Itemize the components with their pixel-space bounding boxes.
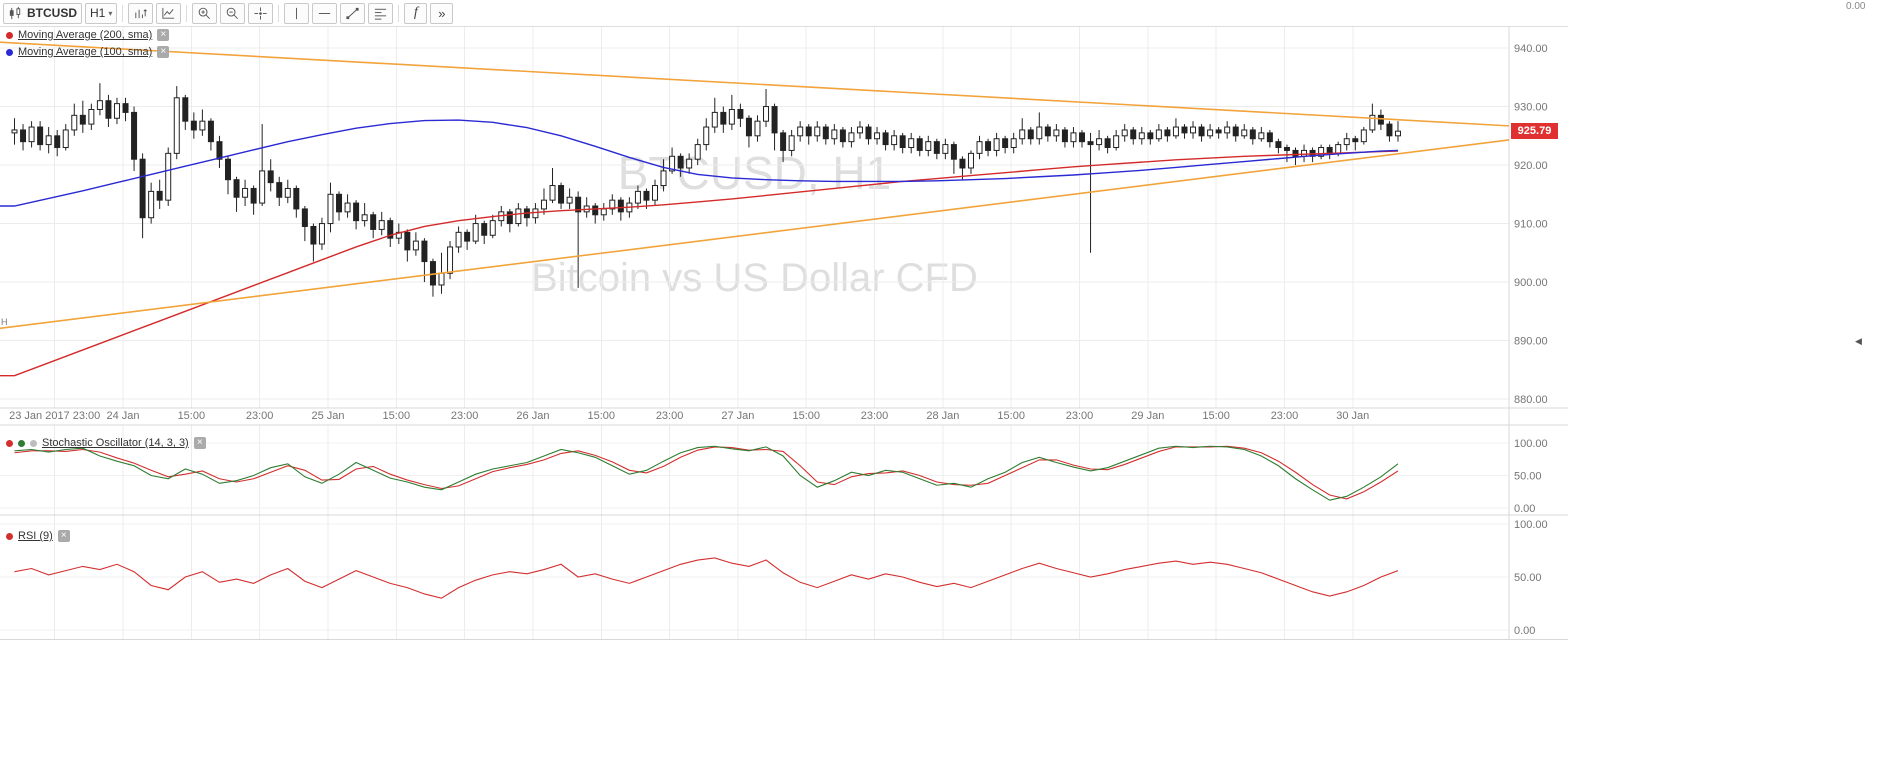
line-chart-icon xyxy=(162,7,175,19)
svg-text:27 Jan: 27 Jan xyxy=(721,410,754,422)
svg-text:23:00: 23:00 xyxy=(861,410,889,422)
rsi-legend[interactable]: RSI (9) × xyxy=(6,530,70,542)
ma200-close-button[interactable]: × xyxy=(157,29,170,41)
svg-text:50.00: 50.00 xyxy=(1514,572,1542,584)
fibonacci-tool-button[interactable] xyxy=(368,2,394,24)
upper-triangle-line xyxy=(0,41,1510,127)
svg-text:920.00: 920.00 xyxy=(1514,160,1548,172)
horizontal-line-icon xyxy=(319,12,331,14)
svg-text:15:00: 15:00 xyxy=(792,410,820,422)
last-price-tag: 925.79 xyxy=(1511,123,1558,140)
chevron-down-icon: ▾ xyxy=(108,8,113,18)
svg-text:100.00: 100.00 xyxy=(1514,519,1548,531)
svg-text:15:00: 15:00 xyxy=(587,410,615,422)
rsi-line xyxy=(14,557,1399,599)
toolbar-separator xyxy=(186,4,188,22)
stochastic-k-line xyxy=(14,445,1399,501)
stochastic-close-button[interactable]: × xyxy=(193,437,206,449)
symbol-label: BTCUSD xyxy=(27,6,77,20)
zoom-in-icon xyxy=(199,7,211,19)
svg-text:23:00: 23:00 xyxy=(1271,410,1299,422)
bar-chart-button[interactable] xyxy=(128,2,154,24)
ma100-line xyxy=(0,119,1399,207)
svg-text:15:00: 15:00 xyxy=(383,410,411,422)
more-tools-button[interactable]: » xyxy=(430,2,454,24)
stochastic-d-color-dot xyxy=(6,439,13,447)
horizontal-line-tool-button[interactable] xyxy=(312,2,338,24)
ma200-label[interactable]: Moving Average (200, sma) xyxy=(18,29,153,41)
zoom-out-icon xyxy=(227,7,239,19)
toolbar: BTCUSD H1 ▾ xyxy=(0,0,1568,27)
indicators-icon: f xyxy=(413,5,418,20)
svg-text:0.00: 0.00 xyxy=(1514,625,1535,637)
right-edge-marker-icon[interactable]: ◀ xyxy=(1855,336,1862,346)
svg-text:23:00: 23:00 xyxy=(1066,410,1094,422)
crosshair-button[interactable] xyxy=(248,2,274,24)
toolbar-separator xyxy=(398,4,400,22)
svg-text:23:00: 23:00 xyxy=(451,410,479,422)
svg-text:23:00: 23:00 xyxy=(246,410,274,422)
stochastic-k-color-dot xyxy=(18,439,25,447)
svg-text:29 Jan: 29 Jan xyxy=(1131,410,1164,422)
indicators-button[interactable]: f xyxy=(404,2,428,24)
svg-text:28 Jan: 28 Jan xyxy=(926,410,959,422)
svg-text:15:00: 15:00 xyxy=(178,410,206,422)
svg-text:930.00: 930.00 xyxy=(1514,102,1548,114)
trend-line-tool-button[interactable] xyxy=(340,2,366,24)
chart-canvas[interactable]: 940.00 930.00 920.00 910.00 900.00 890.00 880.… xyxy=(0,0,1568,640)
ma100-close-button[interactable]: × xyxy=(157,46,170,58)
zoom-in-button[interactable] xyxy=(192,2,218,24)
stochastic-d-line xyxy=(14,445,1399,500)
cropped-scale-label: 0.00 xyxy=(1846,1,1866,12)
crosshair-icon xyxy=(254,6,267,20)
toolbar-separator xyxy=(122,4,124,22)
svg-text:15:00: 15:00 xyxy=(997,410,1025,422)
rsi-label[interactable]: RSI (9) xyxy=(18,530,53,542)
left-edge-marker: H xyxy=(1,317,8,327)
rsi-close-button[interactable]: × xyxy=(57,530,70,542)
svg-text:910.00: 910.00 xyxy=(1514,219,1548,231)
rsi-color-dot xyxy=(6,532,13,540)
symbol-button[interactable]: BTCUSD xyxy=(3,2,82,24)
candles-layer xyxy=(11,83,1401,297)
svg-text:100.00: 100.00 xyxy=(1514,438,1548,450)
double-arrow-icon: » xyxy=(438,5,446,21)
timeframe-label: H1 xyxy=(90,6,106,20)
ma100-label[interactable]: Moving Average (100, sma) xyxy=(18,46,153,58)
svg-text:0.00: 0.00 xyxy=(1514,503,1535,515)
toolbar-separator xyxy=(278,4,280,22)
lower-triangle-line xyxy=(0,139,1510,330)
svg-text:50.00: 50.00 xyxy=(1514,471,1542,483)
line-chart-button[interactable] xyxy=(156,2,182,24)
svg-text:890.00: 890.00 xyxy=(1514,336,1548,348)
svg-text:15:00: 15:00 xyxy=(1202,410,1230,422)
chart-widget: BTCUSD H1 ▾ xyxy=(0,0,1568,640)
bar-chart-icon xyxy=(135,8,148,18)
svg-text:24 Jan: 24 Jan xyxy=(107,410,140,422)
ma200-line xyxy=(0,150,1399,377)
svg-text:940.00: 940.00 xyxy=(1514,43,1548,55)
svg-text:23:00: 23:00 xyxy=(656,410,684,422)
ma100-legend[interactable]: Moving Average (100, sma) × xyxy=(6,46,170,58)
ma200-legend[interactable]: Moving Average (200, sma) × xyxy=(6,29,170,41)
ma200-color-dot xyxy=(6,31,13,39)
svg-text:25 Jan: 25 Jan xyxy=(311,410,344,422)
stochastic-legend[interactable]: Stochastic Oscillator (14, 3, 3) × xyxy=(6,437,206,449)
zoom-out-button[interactable] xyxy=(220,2,246,24)
candlestick-icon xyxy=(9,6,21,19)
ma100-color-dot xyxy=(6,48,13,56)
vertical-line-tool-button[interactable] xyxy=(284,2,310,24)
svg-text:30 Jan: 30 Jan xyxy=(1336,410,1369,422)
svg-text:900.00: 900.00 xyxy=(1514,277,1548,289)
trend-line-icon xyxy=(346,7,359,19)
svg-text:880.00: 880.00 xyxy=(1514,394,1548,406)
stochastic-label[interactable]: Stochastic Oscillator (14, 3, 3) xyxy=(42,437,189,449)
fibonacci-icon xyxy=(375,8,387,20)
grid-layer: 940.00 930.00 920.00 910.00 900.00 890.00 880.… xyxy=(0,27,1568,640)
svg-text:26 Jan: 26 Jan xyxy=(516,410,549,422)
stochastic-extra-color-dot xyxy=(30,439,37,447)
svg-text:23 Jan 2017 23:00: 23 Jan 2017 23:00 xyxy=(9,410,100,422)
timeframe-dropdown[interactable]: H1 ▾ xyxy=(85,2,118,24)
vertical-line-icon xyxy=(296,7,298,19)
